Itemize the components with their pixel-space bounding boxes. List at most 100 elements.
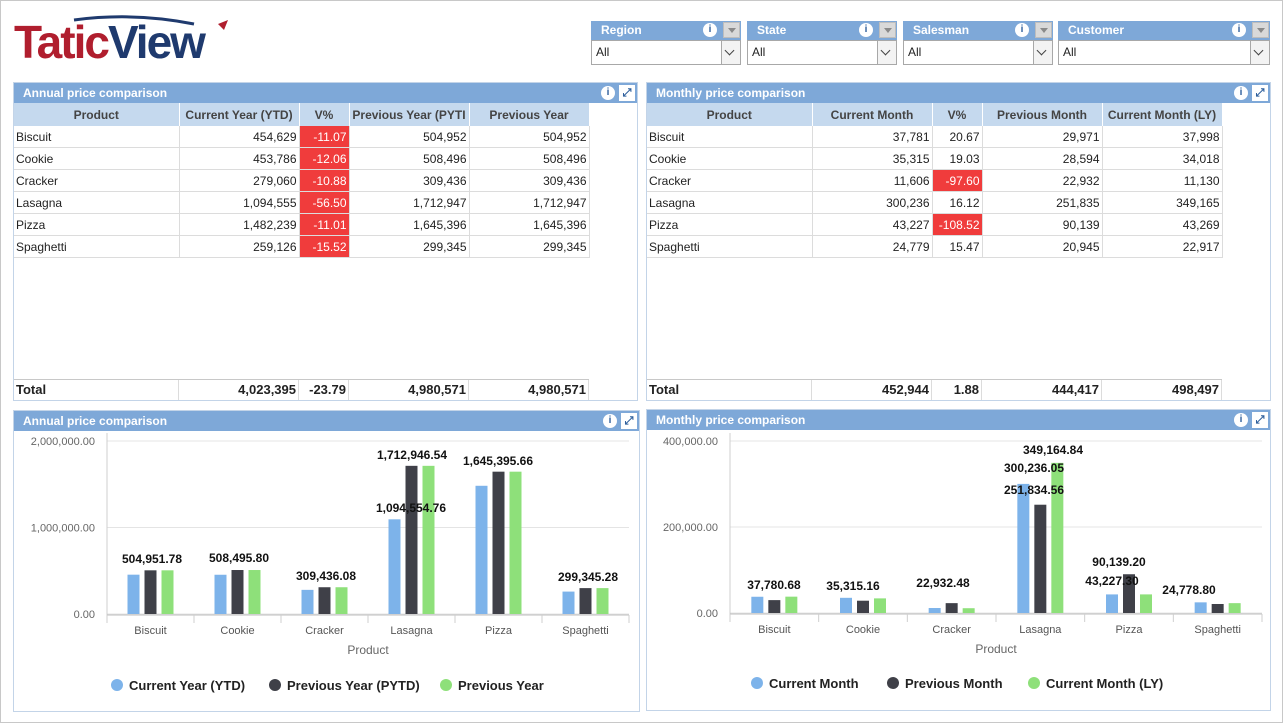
column-header[interactable]: Current Year (YTD) [179,103,300,126]
filter-state-value: All [752,45,766,59]
cell-product: Cookie [647,147,813,170]
column-header[interactable]: V% [299,103,350,126]
chevron-down-icon[interactable] [1033,41,1052,64]
cell-value: 504,952 [469,126,590,148]
bar-current-year-ytd--cracker [301,589,314,614]
info-icon[interactable]: i [601,86,615,100]
expand-icon[interactable]: ⤢ [1252,85,1268,101]
y-tick-label: 400,000.00 [663,436,718,448]
data-label: 90,139.20 [1092,555,1146,569]
legend-item[interactable]: Current Year (YTD) [111,678,245,693]
cell-value: 90,139 [982,213,1103,236]
filter-region-select[interactable]: All [591,40,741,65]
bar-current-month-spaghetti [1194,602,1207,613]
info-icon[interactable]: i [1232,23,1246,37]
column-header[interactable]: Previous Year [469,103,590,126]
filter-salesman-value: All [908,45,922,59]
column-header[interactable]: Product [647,103,813,126]
bar-current-month-ly--cookie [874,598,886,613]
panel-title: Annual price comparison [23,86,168,100]
total-variance: -23.79 [299,380,349,400]
filter-salesman-menu-button[interactable] [1035,22,1052,38]
table-row[interactable]: Cracker 279,060 -10.88 309,436 309,436 [14,169,590,192]
legend-item[interactable]: Current Month (LY) [1028,676,1163,691]
annual-table-panel: Annual price comparison i ⤢ Product Curr… [13,82,638,401]
cell-value: 453,786 [179,147,300,170]
info-icon[interactable]: i [703,23,717,37]
bar-previous-year-biscuit [161,570,174,614]
data-label: 1,645,395.66 [463,454,533,468]
monthly-total-row: Total 452,944 1.88 444,417 498,497 [647,379,1222,400]
table-row[interactable]: Lasagna 300,236 16.12 251,835 349,165 [647,191,1223,214]
bar-current-year-ytd--pizza [475,485,488,614]
info-icon[interactable]: i [1234,86,1248,100]
legend-item[interactable]: Previous Year (PYTD) [269,678,420,693]
cell-product: Cookie [14,147,180,170]
table-row[interactable]: Pizza 1,482,239 -11.01 1,645,396 1,645,396 [14,213,590,236]
x-tick-label: Lasagna [390,625,433,637]
legend-item[interactable]: Previous Year [440,678,544,693]
filter-customer-select[interactable]: All [1058,40,1270,65]
cell-value: 37,998 [1102,126,1223,148]
table-row[interactable]: Biscuit 37,781 20.67 29,971 37,998 [647,126,1223,148]
column-header[interactable]: Previous Year (PYTI [349,103,470,126]
legend-item[interactable]: Previous Month [887,676,1003,691]
x-tick-label: Cookie [846,624,880,636]
bar-current-month-cracker [928,608,941,613]
total-variance: 1.88 [932,380,982,400]
table-row[interactable]: Cookie 35,315 19.03 28,594 34,018 [647,147,1223,170]
column-header[interactable]: V% [932,103,983,126]
data-label: 24,778.80 [1162,583,1216,597]
cell-value: 22,932 [982,169,1103,192]
bar-current-month-cookie [840,597,852,613]
table-row[interactable]: Lasagna 1,094,555 -56.50 1,712,947 1,712,947 [14,191,590,214]
cell-value: 20,945 [982,235,1103,258]
annual-table-header: Annual price comparison i ⤢ [14,83,637,103]
expand-icon[interactable]: ⤢ [619,85,635,101]
filter-customer-menu-button[interactable] [1252,22,1269,38]
cell-value: 349,165 [1102,191,1223,214]
annual-chart-panel: Annual price comparison i ⤢ 0.00 1,000,00… [13,410,640,712]
bar-current-month-biscuit [751,596,764,613]
info-icon[interactable]: i [603,414,617,428]
legend-item[interactable]: Current Month [751,676,859,691]
filter-state-menu-button[interactable] [879,22,896,38]
filter-salesman: Salesman i All [903,21,1053,67]
info-icon[interactable]: i [1234,413,1248,427]
column-header[interactable]: Previous Month [982,103,1103,126]
filter-state-select[interactable]: All [747,40,897,65]
filter-salesman-select[interactable]: All [903,40,1053,65]
cell-value: 37,781 [812,126,933,148]
cell-value: 11,130 [1102,169,1223,192]
data-label: 1,712,946.54 [377,448,447,462]
data-label: 508,495.80 [209,551,269,565]
bar-previous-month-biscuit [768,600,781,613]
bar-previous-year-pizza [509,471,522,614]
chevron-down-icon[interactable] [877,41,896,64]
table-row[interactable]: Pizza 43,227 -108.52 90,139 43,269 [647,213,1223,236]
expand-icon[interactable]: ⤢ [621,413,637,429]
filter-region-menu-button[interactable] [723,22,740,38]
table-row[interactable]: Cracker 11,606 -97.60 22,932 11,130 [647,169,1223,192]
cell-value: 1,094,555 [179,191,300,214]
chevron-down-icon[interactable] [721,41,740,64]
chevron-down-icon[interactable] [1250,41,1269,64]
data-label: 37,780.68 [747,578,801,592]
info-icon[interactable]: i [859,23,873,37]
logo-swoosh [73,15,228,30]
cell-value: 1,645,396 [349,213,470,236]
cell-product: Pizza [647,213,813,236]
expand-icon[interactable]: ⤢ [1252,412,1268,428]
column-header[interactable]: Current Month (LY) [1102,103,1223,126]
table-row[interactable]: Biscuit 454,629 -11.07 504,952 504,952 [14,126,590,148]
bar-previous-month-lasagna [1034,504,1047,613]
table-row[interactable]: Spaghetti 24,779 15.47 20,945 22,917 [647,235,1223,258]
column-header[interactable]: Current Month [812,103,933,126]
legend-label: Previous Year [458,678,544,693]
table-row[interactable]: Spaghetti 259,126 -15.52 299,345 299,345 [14,235,590,258]
annual-total-row: Total 4,023,395 -23.79 4,980,571 4,980,5… [14,379,589,400]
info-icon[interactable]: i [1015,23,1029,37]
cell-value: 43,269 [1102,213,1223,236]
table-row[interactable]: Cookie 453,786 -12.06 508,496 508,496 [14,147,590,170]
column-header[interactable]: Product [14,103,180,126]
